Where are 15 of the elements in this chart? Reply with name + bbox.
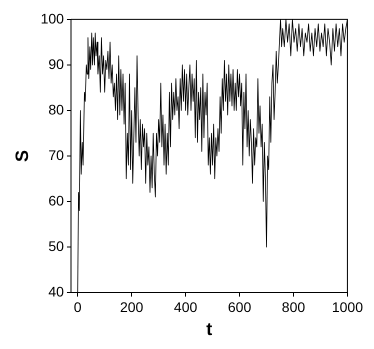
y-tick-label: 100: [40, 10, 64, 26]
y-tick-label: 50: [48, 238, 64, 254]
x-tick-label: 1000: [332, 298, 364, 315]
y-tick-label: 70: [48, 146, 64, 163]
y-axis-title: S: [12, 150, 32, 162]
y-tick-label: 80: [48, 101, 64, 118]
x-tick-label: 200: [120, 298, 144, 315]
x-tick-label: 600: [228, 298, 252, 315]
x-axis-title: t: [206, 319, 212, 340]
x-tick-label: 400: [174, 298, 198, 315]
y-tick-label: 90: [48, 56, 64, 72]
y-tick-label: 40: [48, 283, 64, 300]
y-tick-label: 60: [48, 192, 64, 208]
x-tick-label: 0: [74, 298, 82, 315]
x-tick-label: 800: [282, 298, 306, 315]
